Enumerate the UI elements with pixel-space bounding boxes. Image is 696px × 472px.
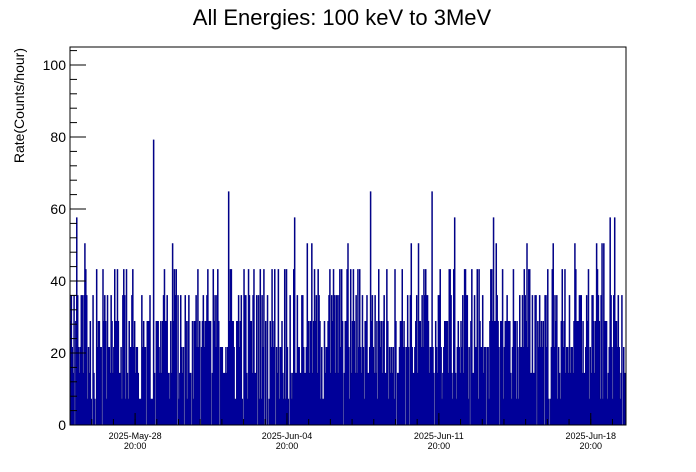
y-axis-label: Rate(Counts/hour) <box>11 48 27 163</box>
x-tick-label-time: 20:00 <box>124 441 147 451</box>
y-tick-label: 20 <box>50 345 66 361</box>
y-tick-label: 0 <box>58 417 66 433</box>
histogram-series <box>69 139 627 426</box>
y-tick-label: 80 <box>50 129 66 145</box>
x-tick-label-date: 2025-Jun-04 <box>262 431 313 441</box>
y-tick-label: 100 <box>43 57 67 73</box>
y-tick-label: 40 <box>50 273 66 289</box>
chart-title: All Energies: 100 keV to 3MeV <box>193 5 492 30</box>
x-tick-label-time: 20:00 <box>276 441 299 451</box>
axes-layer: 0204060801002025-May-2820:002025-Jun-042… <box>43 50 616 451</box>
x-tick-label-date: 2025-Jun-18 <box>565 431 616 441</box>
x-tick-label-time: 20:00 <box>579 441 602 451</box>
x-tick-label-time: 20:00 <box>428 441 451 451</box>
x-tick-label-date: 2025-May-28 <box>109 431 162 441</box>
y-tick-label: 60 <box>50 201 66 217</box>
plot-frame <box>69 46 627 426</box>
bars-layer <box>69 139 627 426</box>
x-tick-label-date: 2025-Jun-11 <box>414 431 464 441</box>
